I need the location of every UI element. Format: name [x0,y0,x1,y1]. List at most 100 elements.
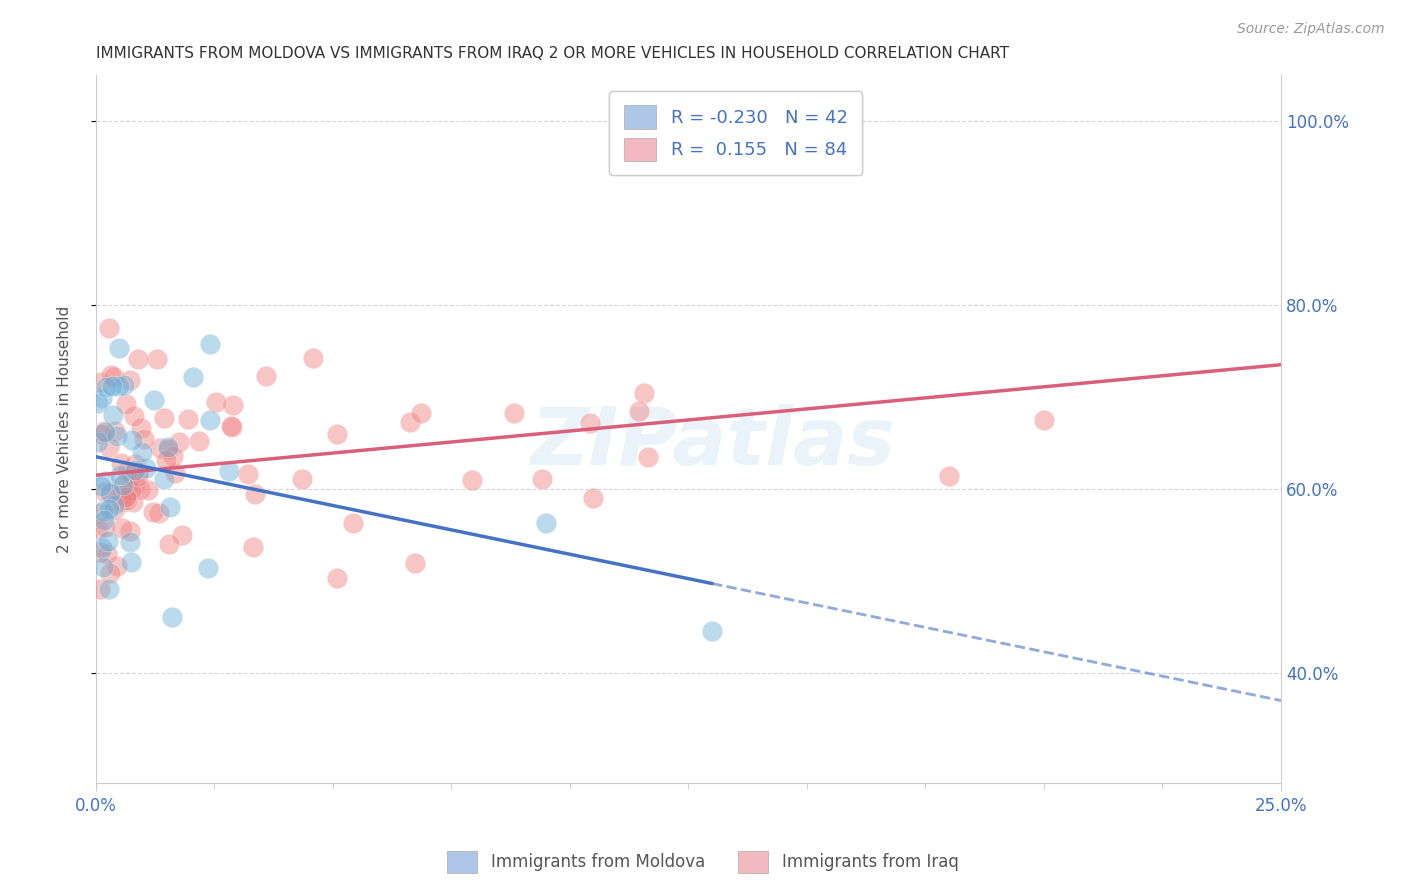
Point [121,434,143,448]
Point [97,582,120,597]
Point [112,377,135,392]
Point [245,487,267,501]
Text: ZIPatlas: ZIPatlas [530,404,894,483]
Point [103,369,125,384]
Point [197,561,219,575]
Point [93,560,115,574]
Point [90,426,112,441]
Point [136,483,159,497]
Point [242,540,264,554]
Point [145,351,167,366]
Point [111,521,134,535]
Point [91,391,114,405]
Point [93,424,115,438]
Point [98,440,121,454]
Point [103,498,125,512]
Point [236,467,259,481]
Point [105,559,128,574]
Point [700,624,723,638]
Point [531,472,554,486]
Point [200,413,222,427]
Point [101,409,124,423]
Point [98,484,121,499]
Point [112,478,135,492]
Point [404,557,426,571]
Point [120,555,142,569]
Point [103,503,125,517]
Point [167,435,190,450]
Point [121,468,143,483]
Point [127,465,149,479]
Point [89,582,111,597]
Text: Source: ZipAtlas.com: Source: ZipAtlas.com [1237,22,1385,37]
Point [159,500,181,515]
Point [90,479,112,493]
Point [96,547,118,561]
Point [152,472,174,486]
Y-axis label: 2 or more Vehicles in Household: 2 or more Vehicles in Household [58,305,72,553]
Point [120,373,142,387]
Point [97,533,120,548]
Point [177,412,200,426]
Point [503,406,526,420]
Point [198,337,221,351]
Point [124,458,146,472]
Point [143,393,166,408]
Point [120,534,142,549]
Point [160,609,183,624]
Point [142,504,165,518]
Point [98,486,121,500]
Point [157,442,180,456]
Point [127,351,149,366]
Point [87,506,110,520]
Point [87,522,110,536]
Point [1032,413,1054,427]
Point [219,419,242,434]
Point [97,502,120,516]
Point [128,482,150,496]
Point [117,492,139,507]
Legend: R = -0.230   N = 42, R =  0.155   N = 84: R = -0.230 N = 42, R = 0.155 N = 84 [609,91,862,176]
Point [342,516,364,531]
Point [117,484,139,499]
Point [94,380,117,394]
Point [938,468,960,483]
Point [152,411,174,425]
Point [108,468,131,483]
Point [148,506,170,520]
Point [637,450,659,465]
Point [534,516,557,530]
Point [326,571,349,585]
Point [582,491,605,506]
Point [155,453,177,467]
Point [110,456,132,470]
Point [115,397,138,411]
Point [291,472,314,486]
Point [120,483,142,498]
Point [302,351,325,366]
Text: IMMIGRANTS FROM MOLDOVA VS IMMIGRANTS FROM IRAQ 2 OR MORE VEHICLES IN HOUSEHOLD : IMMIGRANTS FROM MOLDOVA VS IMMIGRANTS FR… [96,46,1008,62]
Point [87,396,110,410]
Point [135,461,157,475]
Point [87,434,110,449]
Point [124,463,146,477]
Point [98,566,121,580]
Point [108,342,131,356]
Point [94,484,117,499]
Point [627,404,650,418]
Point [93,504,115,518]
Point [162,449,184,463]
Point [163,466,186,480]
Point [124,478,146,492]
Point [218,465,240,479]
Point [97,321,120,335]
Point [170,527,193,541]
Point [204,395,226,409]
Point [105,429,128,443]
Point [93,513,115,527]
Point [134,432,156,446]
Point [181,369,204,384]
Point [94,520,117,534]
Point [399,415,422,429]
Point [121,495,143,509]
